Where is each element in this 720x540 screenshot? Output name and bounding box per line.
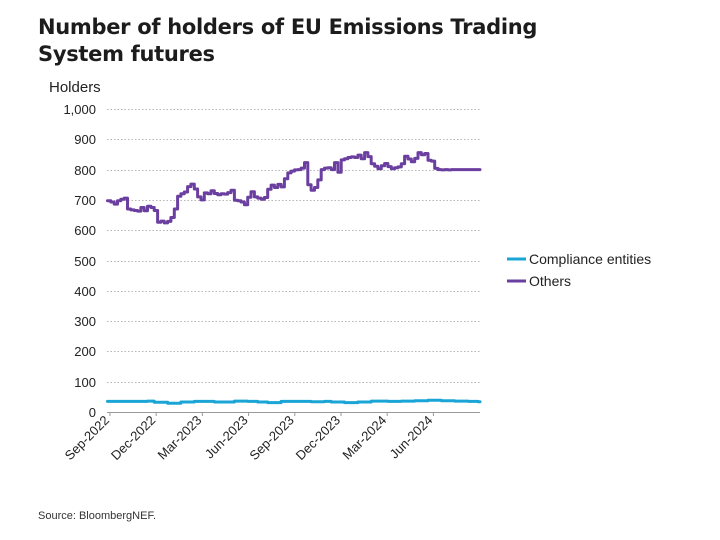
legend-label-compliance-entities: Compliance entities (529, 251, 651, 267)
x-axis-ticks: Sep-2022Dec-2022Mar-2023Jun-2023Sep-2023… (62, 412, 436, 463)
gridlines (107, 109, 480, 383)
series-lines (106, 151, 482, 405)
x-tick-label: Jun-2023 (202, 413, 251, 462)
y-tick-label: 100 (74, 375, 96, 390)
y-tick-label: 300 (74, 314, 96, 329)
x-tick-label: Jun-2024 (387, 413, 436, 462)
source-note: Source: BloombergNEF. (38, 510, 156, 522)
y-tick-label: 500 (74, 254, 96, 269)
x-tick-label: Sep-2023 (246, 413, 296, 463)
y-tick-label: 200 (74, 344, 96, 359)
others-line (106, 151, 482, 225)
x-tick-label: Mar-2024 (339, 413, 389, 463)
x-tick-label: Dec-2022 (108, 413, 158, 463)
x-tick-label: Dec-2023 (293, 413, 343, 463)
y-tick-label: 0 (89, 405, 96, 420)
y-axis-label: Holders (49, 79, 101, 96)
y-axis-ticks: 0 100 200 300 400 500 600 700 800 900 1,000 (63, 102, 96, 420)
y-tick-label: 900 (74, 132, 96, 147)
y-tick-label: 1,000 (63, 102, 96, 117)
compliance-entities-line (106, 398, 482, 405)
legend: Compliance entities Others (507, 251, 651, 289)
y-tick-label: 600 (74, 223, 96, 238)
x-tick-label: Mar-2023 (155, 413, 205, 463)
y-tick-label: 800 (74, 163, 96, 178)
x-tick-label: Sep-2022 (62, 413, 112, 463)
y-tick-label: 700 (74, 193, 96, 208)
legend-label-others: Others (529, 273, 571, 289)
y-tick-label: 400 (74, 284, 96, 299)
chart-title: Number of holders of EU Emissions Tradin… (38, 15, 538, 66)
